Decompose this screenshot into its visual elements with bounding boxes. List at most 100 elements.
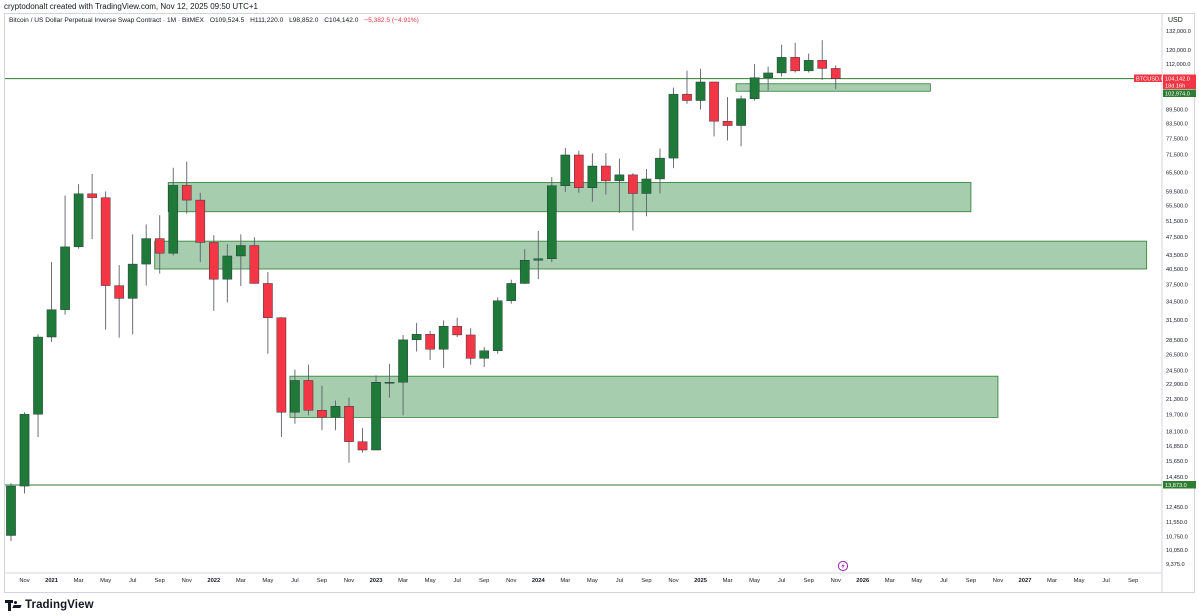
time-tick-label: Nov [993,578,1003,584]
candle-body [73,193,84,248]
time-tick-label: Nov [344,578,354,584]
candle-body [628,174,638,194]
price-tick-label: 51,500.0 [1166,219,1188,225]
candle-layer [6,40,841,542]
price-tick-label: 10,050.0 [1166,548,1188,554]
price-label-box [1163,481,1196,489]
candle-body [222,255,233,280]
time-tick-label: 2021 [45,578,59,584]
price-tick-label: 132,000.0 [1166,29,1191,35]
candle-body [749,77,760,100]
price-tick-label: 10,750.0 [1166,535,1188,541]
candle-body [709,81,719,122]
candle-body [695,81,706,101]
candle-body [357,441,368,451]
time-tick-label: Jul [291,578,298,584]
time-tick-label: May [749,578,760,584]
tradingview-logo-icon [5,599,22,611]
candle-body [87,193,97,198]
price-tick-label: 55,500.0 [1166,204,1188,210]
price-label-box [1163,74,1196,82]
price-tick-label: 9,375.0 [1166,562,1185,568]
candle-body [763,72,773,78]
price-tick-label: 11,550.0 [1166,520,1187,526]
time-tick-label: Sep [1128,578,1138,584]
candle-body [330,406,341,418]
time-tick-label: Nov [668,578,678,584]
candle-body [560,154,571,186]
time-tick-label: May [587,578,598,584]
symbol-title[interactable]: Bitcoin / US Dollar Perpetual Inverse Sw… [9,17,204,24]
price-tick-label: 18,100.0 [1166,430,1188,436]
candle-body [263,283,273,318]
price-label-text: 102,974.0 [1165,91,1190,97]
time-tick-label: Sep [804,578,814,584]
candle-body [465,334,476,359]
candle-body [614,174,625,182]
time-tick-label: 2023 [370,578,384,584]
support-zone-3 [154,240,1148,270]
time-tick-label: Sep [155,578,165,584]
price-label-text: 18d 16h [1165,83,1185,89]
price-label-text: 104,142.0 [1165,76,1190,82]
candle-body [736,98,746,126]
price-tick-label: 14,450.0 [1166,475,1188,481]
price-tick-label: 31,500.0 [1166,318,1188,324]
candle-body [776,57,787,74]
lightning-flag-icon [837,560,849,572]
candle-body [641,178,652,194]
price-tick-label: 12,450.0 [1166,505,1188,511]
branding-footer[interactable]: TradingView [5,596,94,614]
candle-body [208,242,219,280]
price-tick-label: 65,500.0 [1166,170,1188,176]
time-tick-label: Jul [940,578,947,584]
time-tick-label: Sep [966,578,976,584]
price-tick-label: 43,500.0 [1166,253,1188,259]
time-tick-label: 2024 [532,578,546,584]
candle-body [479,350,490,359]
candle-body [547,185,557,260]
time-tick-label: May [425,578,436,584]
time-tick-label: May [100,578,111,584]
candle-body [181,185,192,201]
support-zone-4 [289,375,999,418]
time-tick-label: Jul [453,578,460,584]
candle-body [6,485,16,536]
price-tick-label: 26,500.0 [1166,353,1188,359]
time-tick-label: 2026 [856,578,870,584]
candle-body [249,245,260,284]
price-tick-label: 47,500.0 [1166,235,1188,241]
price-tick-label: 24,500.0 [1166,369,1188,375]
legend-open: O109,524.5 [209,17,245,24]
time-tick-label: May [911,578,922,584]
candle-body [411,334,422,341]
candle-body [100,197,111,286]
candle-body [114,285,124,299]
candle-body [344,406,354,442]
time-tick-label: Jul [1102,578,1109,584]
time-tick-label: Jul [778,578,785,584]
candle-body [60,246,70,310]
price-label-text: 13,873.0 [1165,483,1187,489]
candle-body [601,165,611,182]
price-label-text: BTCUSD.P [1136,76,1165,82]
legend-change: −5,382.5 (−4.91%) [364,17,419,24]
currency-label[interactable]: USD [1168,17,1183,24]
tradingview-brand: TradingView [25,599,94,611]
candle-body [425,334,435,350]
candle-body [682,93,692,101]
candle-body [817,60,827,69]
time-tick-label: Mar [885,578,895,584]
time-tick-label: Sep [479,578,489,584]
time-tick-label: Mar [723,578,733,584]
time-tick-label: May [1074,578,1085,584]
support-zone-2 [167,182,972,213]
time-tick-label: Nov [182,578,192,584]
price-tick-label: 28,500.0 [1166,338,1188,344]
price-tick-label: 19,700.0 [1166,413,1188,419]
time-tick-label: Nov [19,578,29,584]
horizontal-line-layer [5,78,1162,486]
candle-body [533,258,544,261]
